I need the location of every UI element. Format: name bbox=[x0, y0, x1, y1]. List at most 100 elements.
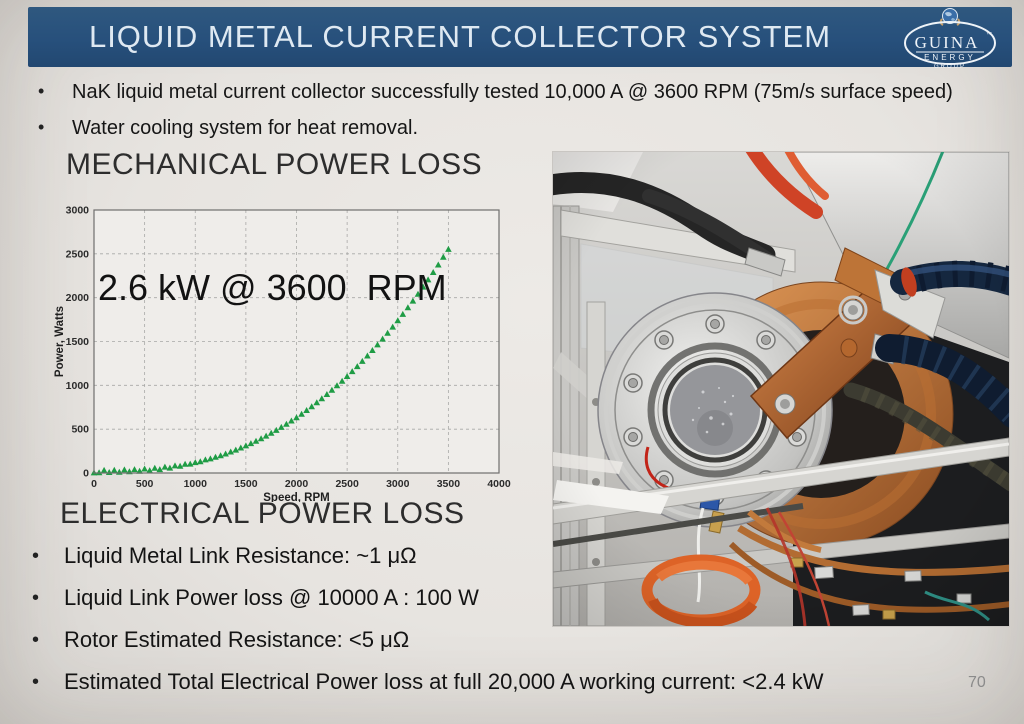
mechanical-power-loss-chart: 0 500 1000 1500 2000 2500 3000 3500 4000 0 500 1000… bbox=[54, 205, 511, 503]
data-marker bbox=[161, 463, 169, 470]
x-axis-label: Speed, RPM bbox=[263, 492, 329, 502]
x-tick-label: 500 bbox=[136, 478, 154, 490]
data-marker bbox=[374, 341, 381, 348]
x-tick-label: 2000 bbox=[285, 478, 309, 490]
logo-brand: GUINA bbox=[915, 33, 980, 52]
mechanical-power-loss-heading: MECHANICAL POWER LOSS bbox=[66, 148, 483, 181]
data-marker bbox=[414, 290, 422, 297]
data-marker bbox=[100, 466, 108, 473]
data-marker bbox=[419, 283, 427, 290]
y-tick-label: 1000 bbox=[66, 380, 90, 392]
y-tick-label: 0 bbox=[83, 468, 89, 480]
logo-oval bbox=[904, 21, 996, 65]
data-marker bbox=[364, 352, 371, 359]
data-marker bbox=[171, 462, 179, 469]
data-marker bbox=[95, 469, 103, 476]
data-marker bbox=[328, 386, 336, 393]
data-marker bbox=[227, 448, 234, 455]
data-marker bbox=[313, 399, 321, 406]
data-marker bbox=[379, 335, 386, 342]
page-number: 70 bbox=[968, 674, 986, 691]
data-marker bbox=[308, 403, 315, 410]
plot-frame bbox=[93, 209, 500, 474]
data-marker bbox=[136, 467, 143, 474]
x-tick-label: 3000 bbox=[386, 478, 410, 490]
data-marker bbox=[359, 357, 366, 364]
bullet-item: Water cooling system for heat removal. bbox=[36, 115, 1016, 140]
data-marker bbox=[298, 410, 305, 417]
data-marker bbox=[257, 435, 265, 442]
data-marker bbox=[384, 329, 391, 336]
data-marker bbox=[131, 466, 138, 473]
y-tick-label: 500 bbox=[71, 424, 89, 436]
data-marker bbox=[217, 452, 224, 459]
data-marker bbox=[207, 455, 214, 462]
data-marker bbox=[283, 420, 290, 427]
data-marker bbox=[242, 442, 250, 449]
data-marker bbox=[202, 456, 209, 463]
data-marker bbox=[212, 453, 219, 460]
data-marker bbox=[434, 261, 442, 268]
data-marker bbox=[121, 466, 128, 473]
y-tick-label: 2500 bbox=[66, 248, 90, 260]
data-marker bbox=[288, 417, 295, 424]
data-marker bbox=[252, 437, 260, 444]
data-marker bbox=[156, 466, 164, 473]
data-marker bbox=[318, 395, 326, 402]
bullet-item: NaK liquid metal current collector succe… bbox=[36, 79, 1016, 104]
y-tick-label: 1500 bbox=[66, 336, 90, 348]
data-marker bbox=[369, 347, 376, 353]
data-marker bbox=[176, 462, 184, 469]
data-marker bbox=[343, 373, 351, 379]
data-marker bbox=[278, 423, 285, 430]
electrical-power-loss-heading: ELECTRICAL POWER LOSS bbox=[60, 497, 465, 530]
data-marker bbox=[272, 426, 280, 433]
data-marker bbox=[399, 310, 407, 317]
data-marker bbox=[247, 440, 255, 447]
data-marker bbox=[197, 458, 204, 465]
data-marker bbox=[323, 391, 331, 397]
data-marker bbox=[409, 297, 417, 304]
data-marker bbox=[445, 245, 452, 252]
data-marker bbox=[389, 323, 396, 330]
data-marker bbox=[237, 444, 245, 451]
bullet-item: Liquid Link Power loss @ 10000 A : 100 W bbox=[28, 585, 1020, 611]
data-marker bbox=[394, 317, 402, 324]
data-marker bbox=[191, 459, 199, 466]
data-marker bbox=[293, 414, 300, 421]
guina-energy-group-logo: GUINA ™ ENERGY GROUP bbox=[904, 8, 996, 70]
logo-tm: ™ bbox=[986, 31, 992, 38]
bullet-item: Rotor Estimated Resistance: <5 μΩ bbox=[28, 627, 1020, 653]
x-tick-label: 1000 bbox=[184, 478, 208, 490]
data-marker bbox=[303, 407, 310, 413]
data-marker bbox=[232, 446, 240, 453]
x-tick-label: 0 bbox=[91, 478, 97, 490]
x-tick-label: 4000 bbox=[487, 478, 511, 490]
y-axis-label: Power, Watts bbox=[54, 306, 66, 377]
data-marker bbox=[348, 368, 356, 375]
data-marker bbox=[404, 304, 412, 311]
bullet-item: Estimated Total Electrical Power loss at… bbox=[28, 669, 1020, 695]
data-marker bbox=[333, 382, 341, 389]
logo-energy: ENERGY bbox=[924, 53, 976, 62]
data-marker bbox=[151, 464, 158, 471]
data-marker bbox=[146, 467, 153, 474]
x-tick-label: 1500 bbox=[234, 478, 258, 490]
data-marker bbox=[440, 253, 447, 260]
chart-annotation: 2.6 kW @ 3600 RPM bbox=[98, 267, 447, 308]
electrical-bullet-list: Liquid Metal Link Resistance: ~1 μΩ Liqui… bbox=[28, 543, 1020, 711]
bullet-item: Liquid Metal Link Resistance: ~1 μΩ bbox=[28, 543, 1020, 569]
data-marker bbox=[181, 460, 189, 467]
x-tick-label: 2500 bbox=[335, 478, 359, 490]
logo-group: GROUP bbox=[934, 64, 966, 70]
data-marker bbox=[424, 276, 432, 283]
data-marker bbox=[166, 464, 174, 471]
globe-icon bbox=[939, 8, 961, 26]
data-marker bbox=[338, 377, 346, 384]
x-tick-label: 3500 bbox=[437, 478, 461, 490]
data-marker bbox=[141, 465, 148, 472]
data-marker bbox=[429, 269, 437, 275]
title-banner: LIQUID METAL CURRENT COLLECTOR SYSTEM GU… bbox=[28, 7, 1012, 70]
top-bullet-list: NaK liquid metal current collector succe… bbox=[36, 79, 1016, 152]
